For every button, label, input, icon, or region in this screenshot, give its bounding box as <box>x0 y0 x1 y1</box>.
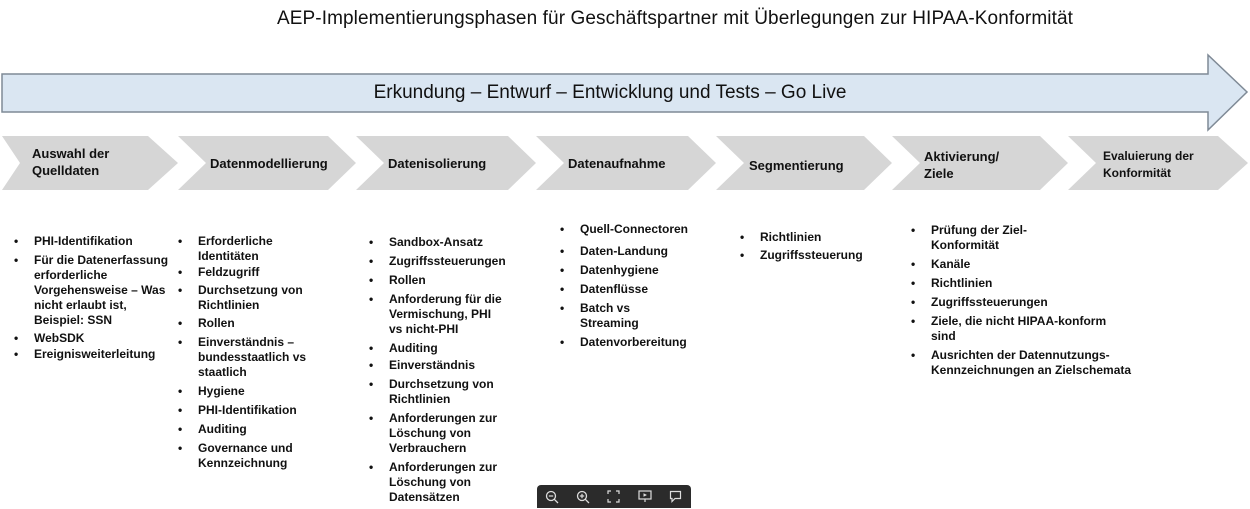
list-item: Zugriffssteuerung <box>738 248 888 263</box>
phase-chevron-7 <box>1068 136 1248 190</box>
phase-chevron-5 <box>716 136 892 190</box>
list-item: Ereignisweiterleitung <box>12 347 172 362</box>
list-item: Rollen <box>367 273 545 288</box>
list-item: Batch vs Streaming <box>558 301 708 331</box>
list-item: Hygiene <box>176 384 326 399</box>
list-item: Zugriffssteuerungen <box>909 295 1149 310</box>
phase-label-3: Datenisolierung <box>388 156 487 171</box>
list-item: Auditing <box>176 422 326 437</box>
list-item: PHI-Identifikation <box>12 234 172 249</box>
banner-arrow-shape <box>1 53 1249 132</box>
list-item: WebSDK <box>12 331 172 346</box>
banner-label: Erkundung – Entwurf – Entwicklung und Te… <box>373 82 847 103</box>
phase-6-list: Prüfung der Ziel-Konformität Kanäle Rich… <box>909 223 1149 382</box>
phase-label-5: Segmentierung <box>749 158 844 173</box>
zoom-out-icon[interactable] <box>541 486 563 508</box>
process-banner-arrow <box>1 53 1249 132</box>
phase-label-7: Evaluierung der Konformität <box>1103 149 1194 180</box>
list-item: Datenflüsse <box>558 282 708 297</box>
list-item: Auditing <box>367 341 545 356</box>
presentation-toolbar <box>537 485 691 508</box>
phase-chevrons <box>2 136 1248 190</box>
phase-row: Auswahl der Quelldaten Datenmodellierung… <box>0 134 1250 196</box>
list-item: Zugriffssteuerungen <box>367 254 545 269</box>
list-item: Richtlinien <box>738 230 888 245</box>
list-item: Anforderungen zur Löschung von Datensätz… <box>367 460 545 505</box>
list-item: Datenhygiene <box>558 263 708 278</box>
phase-label-2: Datenmodellierung <box>210 156 328 171</box>
list-item: Datenvorbereitung <box>558 335 708 350</box>
list-item: Erforderliche Identitäten <box>176 234 326 264</box>
phase-3-list: Sandbox-Ansatz Zugriffssteuerungen Rolle… <box>367 235 545 509</box>
list-item: Einverständnis <box>367 358 545 373</box>
list-item: Rollen <box>176 316 326 331</box>
phase-chevron-3 <box>356 136 536 190</box>
list-item: Quell-Connectoren <box>558 222 708 237</box>
phase-4-list: Quell-Connectoren Daten-Landung Datenhyg… <box>558 222 708 354</box>
list-item: Anforderungen zur Löschung von Verbrauch… <box>367 411 545 456</box>
phase-chevron-4 <box>536 136 716 190</box>
comment-icon[interactable] <box>665 486 687 508</box>
phase-label-6: Aktivierung/ Ziele <box>924 149 1000 181</box>
list-item: Einverständnis – bundesstaatlich vs staa… <box>176 335 326 380</box>
list-item: PHI-Identifikation <box>176 403 326 418</box>
phase-2-list: Erforderliche Identitäten Feldzugriff Du… <box>176 234 326 475</box>
phase-label-1: Auswahl der Quelldaten <box>32 146 110 178</box>
list-item: Für die Datenerfassung erforderliche Vor… <box>12 253 172 328</box>
list-item: Daten-Landung <box>558 244 708 259</box>
list-item: Kanäle <box>909 257 1149 272</box>
phase-5-list: Richtlinien Zugriffssteuerung <box>738 230 888 267</box>
phase-label-4: Datenaufnahme <box>568 156 666 171</box>
list-item: Feldzugriff <box>176 265 326 280</box>
list-item: Anforderung für die Vermischung, PHI vs … <box>367 292 545 337</box>
phase-chevron-1 <box>2 136 178 190</box>
list-item: Ausrichten der Datennutzungs-Kennzeichnu… <box>909 348 1149 378</box>
phase-chevron-2 <box>178 136 356 190</box>
phase-chevron-6 <box>892 136 1068 190</box>
list-item: Ziele, die nicht HIPAA-konform sind <box>909 314 1149 344</box>
list-item: Richtlinien <box>909 276 1149 291</box>
list-item: Durchsetzung von Richtlinien <box>367 377 545 407</box>
fullscreen-icon[interactable] <box>603 486 625 508</box>
phase-1-list: PHI-Identifikation Für die Datenerfassun… <box>12 234 172 366</box>
present-icon[interactable] <box>634 486 656 508</box>
list-item: Governance und Kennzeichnung <box>176 441 326 471</box>
list-item: Prüfung der Ziel-Konformität <box>909 223 1149 253</box>
list-item: Sandbox-Ansatz <box>367 235 545 250</box>
zoom-in-icon[interactable] <box>572 486 594 508</box>
page-title: AEP-Implementierungsphasen für Geschäfts… <box>276 8 1074 29</box>
list-item: Durchsetzung von Richtlinien <box>176 283 326 313</box>
